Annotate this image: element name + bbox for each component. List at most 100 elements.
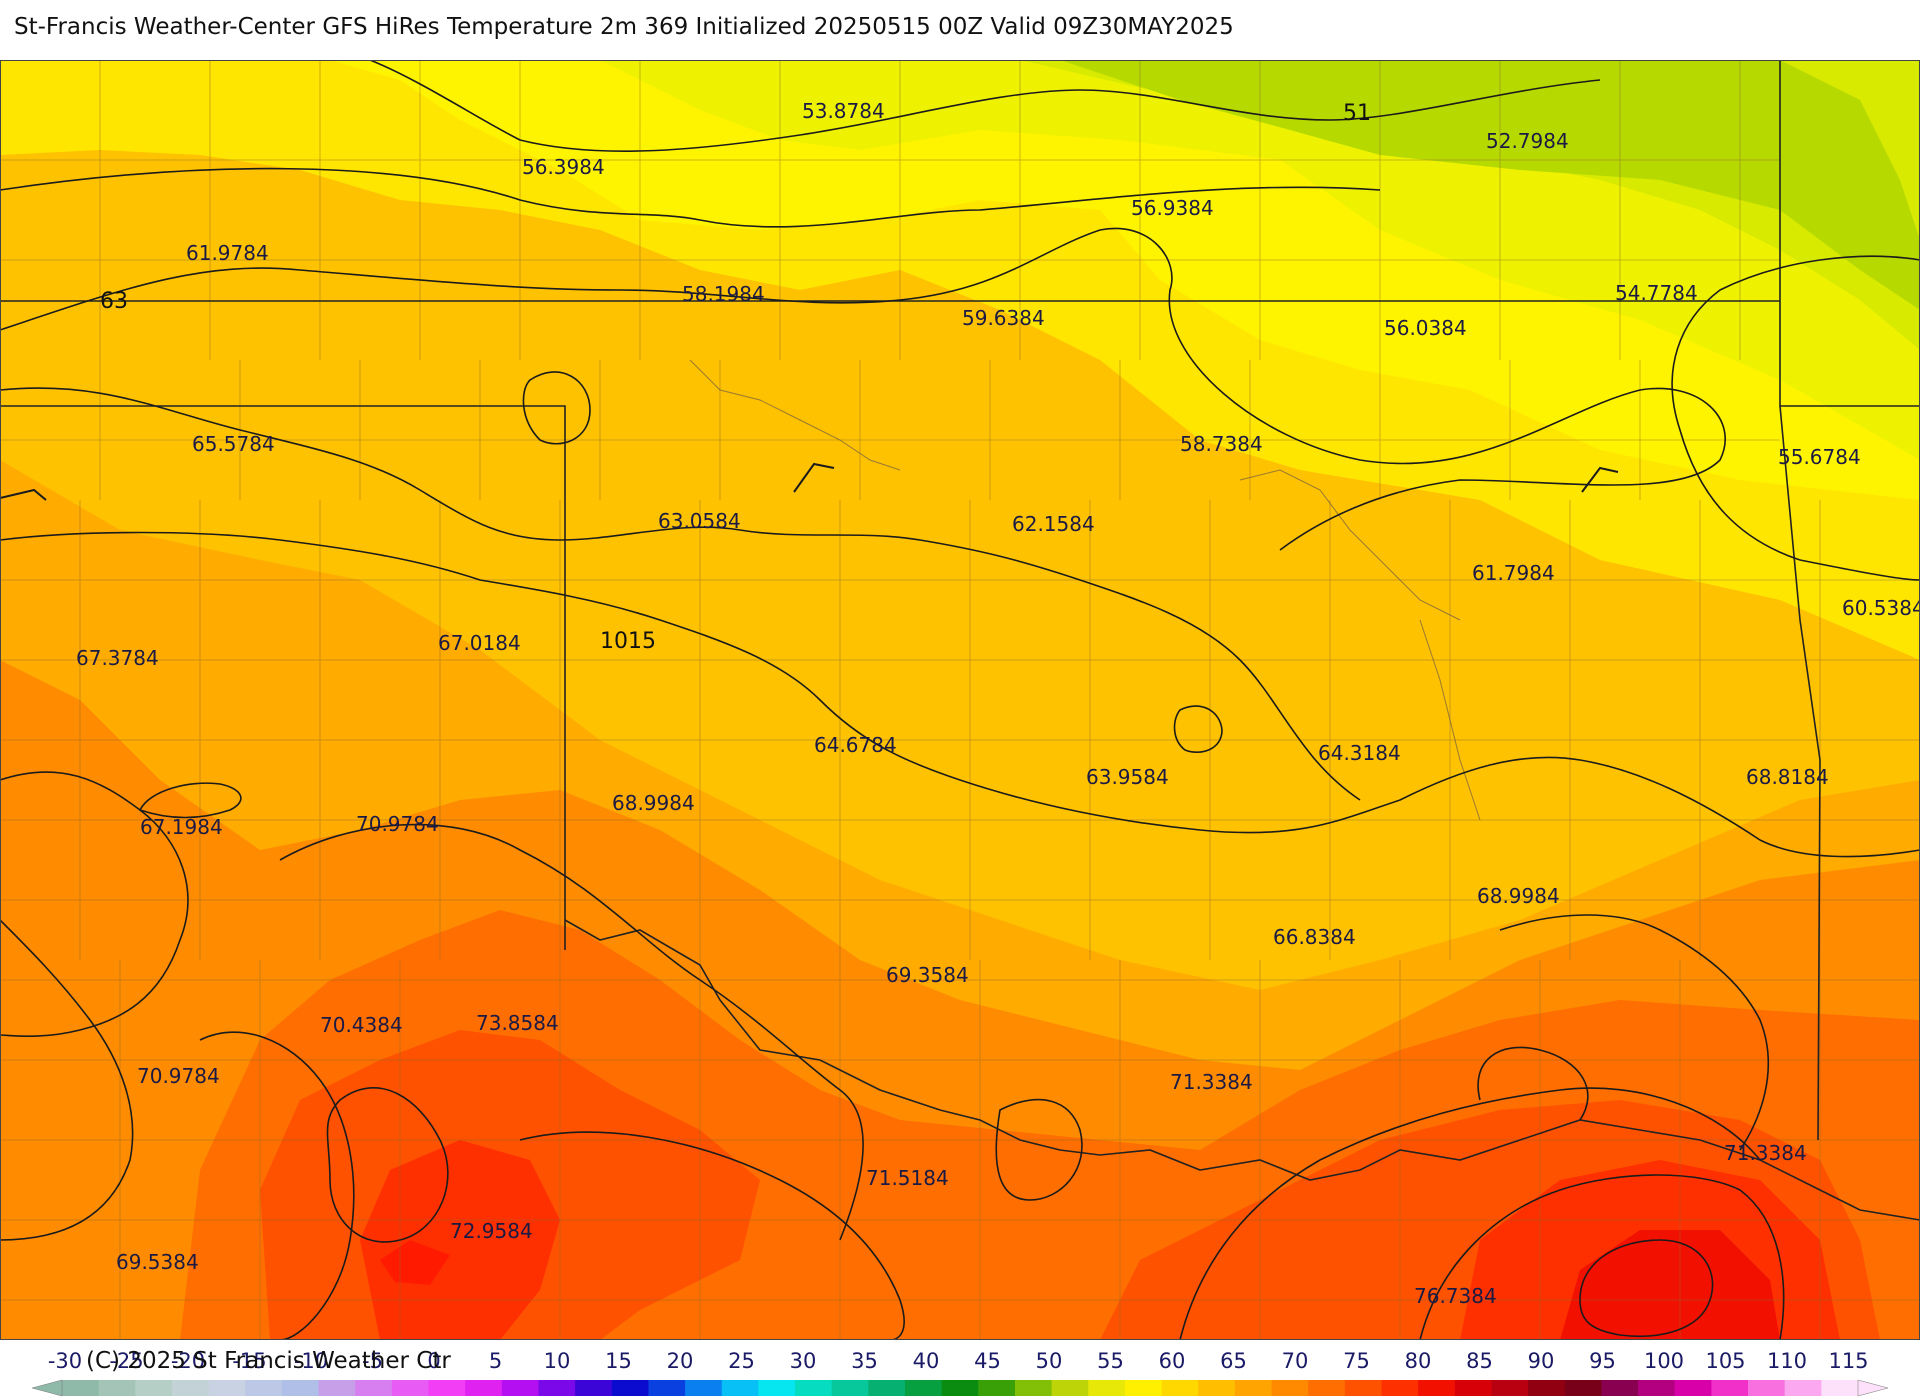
color-scale-swatch bbox=[208, 1380, 246, 1396]
color-scale-swatch bbox=[1784, 1380, 1822, 1396]
color-scale-tick-label: 45 bbox=[974, 1349, 1001, 1373]
color-scale-left-arrow bbox=[31, 1379, 63, 1397]
color-scale-swatch bbox=[1234, 1380, 1272, 1396]
color-scale-swatch bbox=[465, 1380, 503, 1396]
color-scale-swatch bbox=[795, 1380, 833, 1396]
temp-label: 76.7384 bbox=[1414, 1284, 1497, 1308]
color-scale-tick-label: 90 bbox=[1528, 1349, 1555, 1373]
temp-label: 58.7384 bbox=[1180, 432, 1263, 456]
color-scale-swatch bbox=[685, 1380, 723, 1396]
temp-label: 54.7784 bbox=[1615, 281, 1698, 305]
temp-label: 68.8184 bbox=[1746, 765, 1829, 789]
temp-label: 68.9984 bbox=[1477, 884, 1560, 908]
color-scale-tick-label: 70 bbox=[1282, 1349, 1309, 1373]
color-scale-swatch bbox=[758, 1380, 796, 1396]
color-scale-tick-label: 20 bbox=[667, 1349, 694, 1373]
color-scale-tick-label: 110 bbox=[1767, 1349, 1807, 1373]
color-scale-tick-label: 65 bbox=[1220, 1349, 1247, 1373]
color-scale-swatch bbox=[1198, 1380, 1236, 1396]
color-scale-swatch bbox=[831, 1380, 869, 1396]
color-scale-swatch bbox=[318, 1380, 356, 1396]
color-scale-tick-label: 100 bbox=[1644, 1349, 1684, 1373]
color-scale-right-arrow bbox=[1857, 1379, 1889, 1397]
color-scale-swatch bbox=[1454, 1380, 1492, 1396]
color-scale-swatch bbox=[1601, 1380, 1639, 1396]
color-scale-swatch bbox=[905, 1380, 943, 1396]
temp-label: 64.3184 bbox=[1318, 741, 1401, 765]
color-scale-tick-label: -25 bbox=[109, 1349, 143, 1373]
color-scale-swatch bbox=[428, 1380, 466, 1396]
color-scale-tick-label: -15 bbox=[232, 1349, 266, 1373]
color-scale-swatch bbox=[1418, 1380, 1456, 1396]
color-scale-swatch bbox=[1748, 1380, 1786, 1396]
color-scale-swatch bbox=[1638, 1380, 1676, 1396]
color-scale-swatch bbox=[1308, 1380, 1346, 1396]
temp-label: 61.7984 bbox=[1472, 561, 1555, 585]
color-scale-swatch bbox=[501, 1380, 539, 1396]
wind-barbs bbox=[0, 462, 1619, 501]
color-scale-swatch bbox=[98, 1380, 136, 1396]
temp-label: 58.1984 bbox=[682, 282, 765, 306]
color-scale-swatch bbox=[1821, 1380, 1859, 1396]
color-scale-tick-label: 10 bbox=[544, 1349, 571, 1373]
rivers bbox=[689, 359, 1481, 821]
color-scale-tick-label: 5 bbox=[489, 1349, 502, 1373]
temperature-labels: 53.8784 51 52.7984 56.3984 56.9384 61.97… bbox=[76, 99, 1920, 1308]
color-scale-tick-label: 15 bbox=[605, 1349, 632, 1373]
color-scale-swatch bbox=[1528, 1380, 1566, 1396]
color-scale-swatch bbox=[611, 1380, 649, 1396]
copyright-text: (C) 2025 St Francis Weather Ctr bbox=[86, 1348, 451, 1374]
color-scale-tick-label: 25 bbox=[728, 1349, 755, 1373]
color-scale-tick-label: 85 bbox=[1466, 1349, 1493, 1373]
color-scale-swatch bbox=[1674, 1380, 1712, 1396]
color-scale-tick-label: 60 bbox=[1159, 1349, 1186, 1373]
temp-label: 69.3584 bbox=[886, 963, 969, 987]
color-scale-swatch bbox=[135, 1380, 173, 1396]
color-scale-swatch bbox=[245, 1380, 283, 1396]
color-scale-tick-label: -10 bbox=[294, 1349, 328, 1373]
temp-label: 61.9784 bbox=[186, 241, 269, 265]
temp-label: 63.0584 bbox=[658, 509, 741, 533]
color-scale-legend: -30 -25 -20 -15 -10 -5 0 5 10 15 20 25 30 35 40 45 50 55 6… bbox=[31, 1349, 1889, 1397]
color-scale-tick-label: 40 bbox=[913, 1349, 940, 1373]
temp-label: 59.6384 bbox=[962, 306, 1045, 330]
color-scale-swatch bbox=[1344, 1380, 1382, 1396]
temp-label: 52.7984 bbox=[1486, 129, 1569, 153]
color-scale-tick-label: 30 bbox=[790, 1349, 817, 1373]
color-scale-swatch bbox=[1161, 1380, 1199, 1396]
temp-label: 72.9584 bbox=[450, 1219, 533, 1243]
temp-label: 62.1584 bbox=[1012, 512, 1095, 536]
color-scale-tick-label: 0 bbox=[427, 1349, 440, 1373]
temp-band-hot-6 bbox=[380, 1240, 450, 1285]
color-scale-swatch bbox=[721, 1380, 759, 1396]
color-scale-tick-label: 35 bbox=[851, 1349, 878, 1373]
color-scale-swatch bbox=[355, 1380, 393, 1396]
color-scale-swatch bbox=[1711, 1380, 1749, 1396]
color-scale-swatch bbox=[1051, 1380, 1089, 1396]
color-scale-swatch bbox=[538, 1380, 576, 1396]
temp-band-hot-3 bbox=[360, 1140, 560, 1340]
color-scale-tick-label: 80 bbox=[1405, 1349, 1432, 1373]
color-scale-tick-label: 95 bbox=[1589, 1349, 1616, 1373]
temp-label: 70.4384 bbox=[320, 1013, 403, 1037]
color-scale-swatch bbox=[1014, 1380, 1053, 1396]
county-grid bbox=[0, 60, 1920, 1340]
isobar-label: 63 bbox=[100, 289, 128, 314]
color-scale-swatch bbox=[1124, 1380, 1162, 1396]
temp-label: 73.8584 bbox=[476, 1011, 559, 1035]
temp-label: 67.3784 bbox=[76, 646, 159, 670]
color-scale-swatch bbox=[1564, 1380, 1602, 1396]
color-scale-swatch bbox=[575, 1380, 613, 1396]
temp-label: 63.9584 bbox=[1086, 765, 1169, 789]
temp-label: 66.8384 bbox=[1273, 925, 1356, 949]
color-scale-swatch bbox=[391, 1380, 429, 1396]
color-scale-swatch bbox=[941, 1380, 979, 1396]
color-scale-swatch bbox=[1381, 1380, 1419, 1396]
temp-band-green bbox=[1060, 60, 1920, 310]
color-scale-tick-label: 75 bbox=[1343, 1349, 1370, 1373]
color-scale-swatch bbox=[1271, 1380, 1309, 1396]
color-scale-swatches bbox=[62, 1380, 1859, 1396]
color-scale-tick-label: -5 bbox=[362, 1349, 383, 1373]
temp-label: 71.5184 bbox=[866, 1166, 949, 1190]
temp-label: 60.5384 bbox=[1842, 596, 1920, 620]
